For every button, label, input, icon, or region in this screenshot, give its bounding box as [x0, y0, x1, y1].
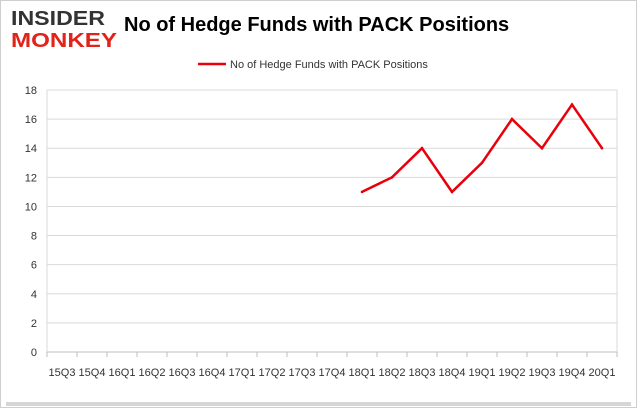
data-point	[510, 117, 514, 121]
x-tick-label: 16Q4	[199, 367, 226, 379]
x-tick-label: 17Q3	[289, 367, 316, 379]
chart-title: No of Hedge Funds with PACK Positions	[124, 14, 510, 36]
y-tick-label: 14	[25, 143, 37, 155]
x-tick-label: 16Q3	[169, 367, 196, 379]
data-point	[600, 146, 604, 150]
x-tick-label: 18Q2	[379, 367, 406, 379]
grid	[46, 89, 618, 353]
y-tick-label: 16	[25, 114, 37, 126]
y-tick-label: 2	[31, 318, 37, 330]
x-tick-label: 17Q2	[259, 367, 286, 379]
x-tick-label: 17Q1	[229, 367, 256, 379]
y-tick-label: 0	[31, 347, 37, 359]
frame-shadow	[6, 402, 631, 406]
x-tick-label: 15Q4	[79, 367, 106, 379]
x-tick-label: 16Q1	[109, 367, 136, 379]
x-tick-label: 19Q4	[559, 367, 586, 379]
x-tick-label: 17Q4	[319, 367, 346, 379]
data-point	[480, 161, 484, 165]
logo-line1: INSIDER	[11, 8, 106, 30]
x-tick-label: 20Q1	[589, 367, 616, 379]
data-point	[450, 190, 454, 194]
x-tick-label: 16Q2	[139, 367, 166, 379]
y-tick-label: 6	[31, 260, 37, 272]
data-point	[360, 190, 364, 194]
legend-label: No of Hedge Funds with PACK Positions	[230, 59, 428, 71]
x-tick-label: 18Q1	[349, 367, 376, 379]
y-tick-label: 10	[25, 201, 37, 213]
x-tick-label: 15Q3	[49, 367, 76, 379]
insider-monkey-logo: INSIDER MONKEY	[11, 8, 118, 52]
data-point	[420, 146, 424, 150]
x-tick-label: 19Q3	[529, 367, 556, 379]
data-point	[540, 146, 544, 150]
data-point	[570, 103, 574, 106]
data-point	[390, 176, 394, 179]
x-tick-label: 18Q3	[409, 367, 436, 379]
x-tick-label: 19Q2	[499, 367, 526, 379]
logo-line2: MONKEY	[11, 30, 118, 52]
x-tick-label: 18Q4	[439, 367, 466, 379]
y-tick-label: 8	[31, 231, 37, 243]
x-tick-label: 19Q1	[469, 367, 496, 379]
y-tick-label: 18	[25, 85, 37, 97]
series	[360, 102, 604, 194]
y-tick-label: 12	[25, 172, 37, 184]
legend: No of Hedge Funds with PACK Positions	[198, 59, 428, 71]
y-tick-label: 4	[31, 289, 37, 301]
